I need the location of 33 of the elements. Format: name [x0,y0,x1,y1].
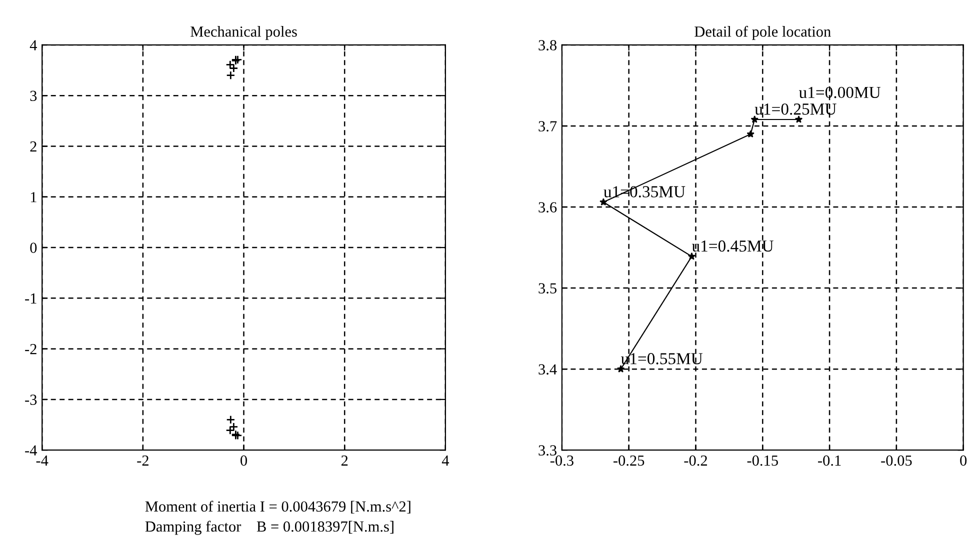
annotation: u1=0.25MU [754,103,836,115]
x-tick-label: -0.25 [614,455,644,466]
x-tick-label: -0.1 [818,455,841,466]
text: Moment of inertia I = 0.0043679 [N.m.s^2] [145,500,410,514]
annotation: u1=0.00MU [798,86,881,98]
chart-title: Mechanical poles [190,26,297,40]
chart-title: Detail of pole location [694,26,831,40]
y-tick-label: 3.7 [538,121,557,132]
x-tick-label: -0.2 [684,455,707,466]
y-tick-label: 3.4 [538,364,557,375]
x-tick-label: 0 [960,455,967,466]
y-tick-label: -3 [25,394,37,405]
x-tick-label: 2 [341,455,348,466]
x-tick-label: -0.05 [881,455,912,466]
y-tick-label: 3 [30,90,37,102]
annotation: u1=0.45MU [692,240,774,252]
y-tick-label: 3.5 [538,283,556,294]
y-tick-label: -4 [25,445,37,456]
text: Damping factor B = 0.0018397[N.m.s] [145,520,394,535]
y-tick-label: 2 [30,141,36,152]
y-tick-label: -1 [25,293,36,304]
x-tick-label: -2 [137,455,148,466]
y-tick-label: -2 [25,344,36,354]
y-tick-label: 3.3 [538,445,556,456]
y-tick-label: 4 [30,40,37,50]
x-tick-label: -0.3 [550,455,574,466]
x-tick-label: -0.15 [747,455,778,466]
y-tick-label: 3.6 [538,202,557,213]
x-tick-label: 0 [240,455,248,466]
y-tick-label: 3.8 [538,40,556,50]
y-tick-label: 1 [30,192,36,202]
x-tick-label: 4 [442,456,450,466]
y-tick-label: 0 [30,242,37,253]
